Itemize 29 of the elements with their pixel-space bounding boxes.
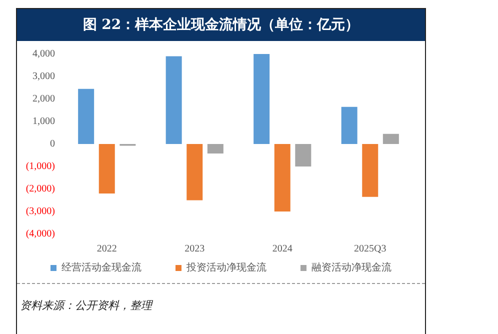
bar — [341, 106, 358, 144]
legend-label: 投资活动净现金流 — [186, 262, 266, 274]
y-tick-label: 4,000 — [32, 48, 55, 60]
x-tick-label: 2023 — [184, 244, 205, 254]
bar — [274, 144, 290, 212]
y-tick-label: (2,000) — [26, 184, 55, 194]
y-tick-label: (3,000) — [26, 206, 55, 217]
y-tick-label: 2,000 — [32, 94, 55, 104]
bar — [362, 144, 378, 197]
chart-title: 图 22：样本企业现金流情况（单位：亿元） — [17, 9, 425, 41]
y-tick-label: 3,000 — [32, 71, 55, 82]
y-tick-label: 0 — [50, 138, 55, 150]
y-tick-label: 1,000 — [32, 116, 55, 127]
x-tick-label: 2022 — [96, 244, 117, 254]
text: 资料来源：公开资料，整理 — [20, 298, 152, 313]
bar — [207, 144, 224, 154]
bar — [98, 144, 115, 194]
x-tick-label: 2024 — [272, 244, 292, 254]
bar — [186, 144, 203, 200]
bar — [295, 144, 312, 166]
bar — [382, 134, 399, 144]
legend-label: 经营活动金现金流 — [62, 262, 142, 274]
legend-label: 融资活动净现金流 — [312, 262, 392, 274]
bar — [254, 54, 270, 144]
bar — [166, 56, 182, 144]
y-tick-label: (4,000) — [26, 228, 55, 240]
y-tick-label: (1,000) — [26, 161, 55, 172]
bar — [78, 88, 94, 144]
x-tick-label: 2025Q3 — [354, 244, 386, 254]
